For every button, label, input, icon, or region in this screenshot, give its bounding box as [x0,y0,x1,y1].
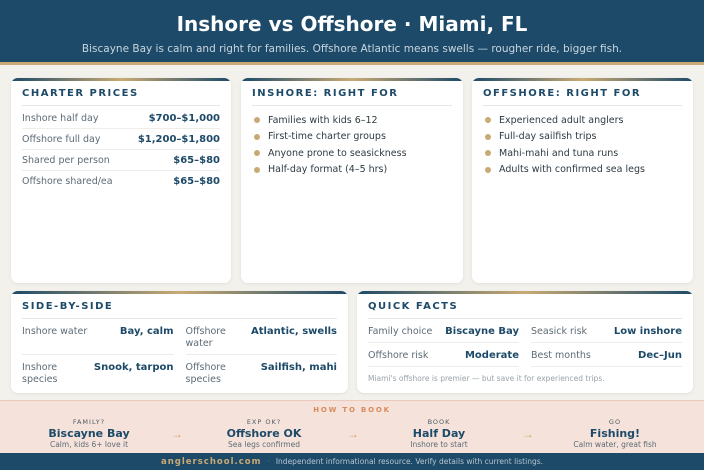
offshore-list: Experienced adult anglers Full-day sailf… [483,112,682,178]
bullet-dot-icon [254,150,260,157]
fact-cell: Best months Dec–Jun [531,343,682,367]
quick-facts-note: Miami's offshore is premier — but save i… [368,374,605,383]
card-title: CHARTER PRICES [22,88,220,106]
price-label: Inshore half day [22,112,99,124]
bullet-dot-icon [254,117,260,124]
price-value: $700–$1,000 [148,112,220,124]
price-label: Shared per person [22,154,110,166]
page-subtitle: Biscayne Bay is calm and right for famil… [81,43,623,55]
bullet-dot-icon [485,117,491,124]
side-by-side-card: SIDE-BY-SIDE Inshore water Bay, calm Off… [11,291,348,393]
list-item: Experienced adult anglers [483,112,682,129]
bullet-dot-icon [485,133,491,140]
comparison-cell: Offshore water Atlantic, swells [185,319,337,355]
price-value: $65–$80 [173,176,220,187]
inshore-card: INSHORE: RIGHT FOR Families with kids 6–… [241,78,463,283]
price-label: Offshore shared/ea [22,176,113,187]
footer-separator: · [267,457,270,466]
footer-disclaimer: Independent informational resource. Veri… [275,457,543,466]
offshore-card: OFFSHORE: RIGHT FOR Experienced adult an… [472,78,693,283]
card-title: OFFSHORE: RIGHT FOR [483,88,682,106]
facts-grid: Family choice Biscayne Bay Seasick risk … [368,319,682,367]
bullet-dot-icon [254,166,260,173]
list-item: Families with kids 6–12 [252,112,452,129]
comparison-cell: Inshore species Snook, tarpon [22,362,174,385]
how-to-book-title: HOW TO BOOK [313,406,391,414]
bullet-dot-icon [254,133,260,140]
inshore-list: Families with kids 6–12 First-time chart… [252,112,452,178]
card-title: SIDE-BY-SIDE [22,301,337,319]
price-value: $65–$80 [173,154,220,166]
arrow-right-icon: → [171,427,183,441]
page-footer: anglerschool.com · Independent information… [0,453,704,470]
quick-facts-card: QUICK FACTS Family choice Biscayne Bay S… [357,291,693,393]
arrow-right-icon: → [347,427,359,441]
comparison-cell: Inshore water Bay, calm [22,319,174,355]
list-item: Full-day sailfish trips [483,129,682,146]
price-value: $1,200–$1,800 [137,133,220,145]
price-row: Offshore full day $1,200–$1,800 [22,129,220,150]
fact-cell: Seasick risk Low inshore [531,319,682,343]
list-item: Half-day format (4–5 hrs) [252,162,452,179]
page-title: Inshore vs Offshore · Miami, FL [176,12,528,36]
step-book: BOOK Half Day Inshore to start [410,418,468,449]
charter-prices-card: CHARTER PRICES Inshore half day $700–$1,… [11,78,231,283]
price-row: Offshore shared/ea $65–$80 [22,171,220,192]
fact-cell: Family choice Biscayne Bay [368,319,519,343]
card-title: QUICK FACTS [368,301,682,319]
step-family: FAMILY? Biscayne Bay Calm, kids 6+ love … [48,418,130,449]
step-go: GO Fishing! Calm water, great fish [573,418,657,449]
list-item: First-time charter groups [252,129,452,146]
comparison-grid: Inshore water Bay, calm Offshore water A… [22,319,337,390]
list-item: Adults with confirmed sea legs [483,162,682,179]
price-row: Shared per person $65–$80 [22,150,220,171]
how-to-book-strip: HOW TO BOOK FAMILY? Biscayne Bay Calm, k… [0,400,704,453]
price-label: Offshore full day [22,133,101,145]
price-row: Inshore half day $700–$1,000 [22,108,220,129]
comparison-cell: Offshore species Sailfish, mahi [185,362,338,385]
arrow-right-icon: → [522,427,534,441]
bullet-dot-icon [485,150,491,157]
list-item: Anyone prone to seasickness [252,145,452,162]
list-item: Mahi-mahi and tuna runs [483,145,682,162]
brand-link[interactable]: anglerschool.com [161,457,262,467]
card-title: INSHORE: RIGHT FOR [252,88,452,106]
fact-cell: Offshore risk Moderate [368,343,519,367]
step-experience: EXP OK? Offshore OK Sea legs confirmed [226,418,302,449]
bullet-dot-icon [485,166,491,173]
page-header: Inshore vs Offshore · Miami, FL Biscayne… [0,0,704,65]
